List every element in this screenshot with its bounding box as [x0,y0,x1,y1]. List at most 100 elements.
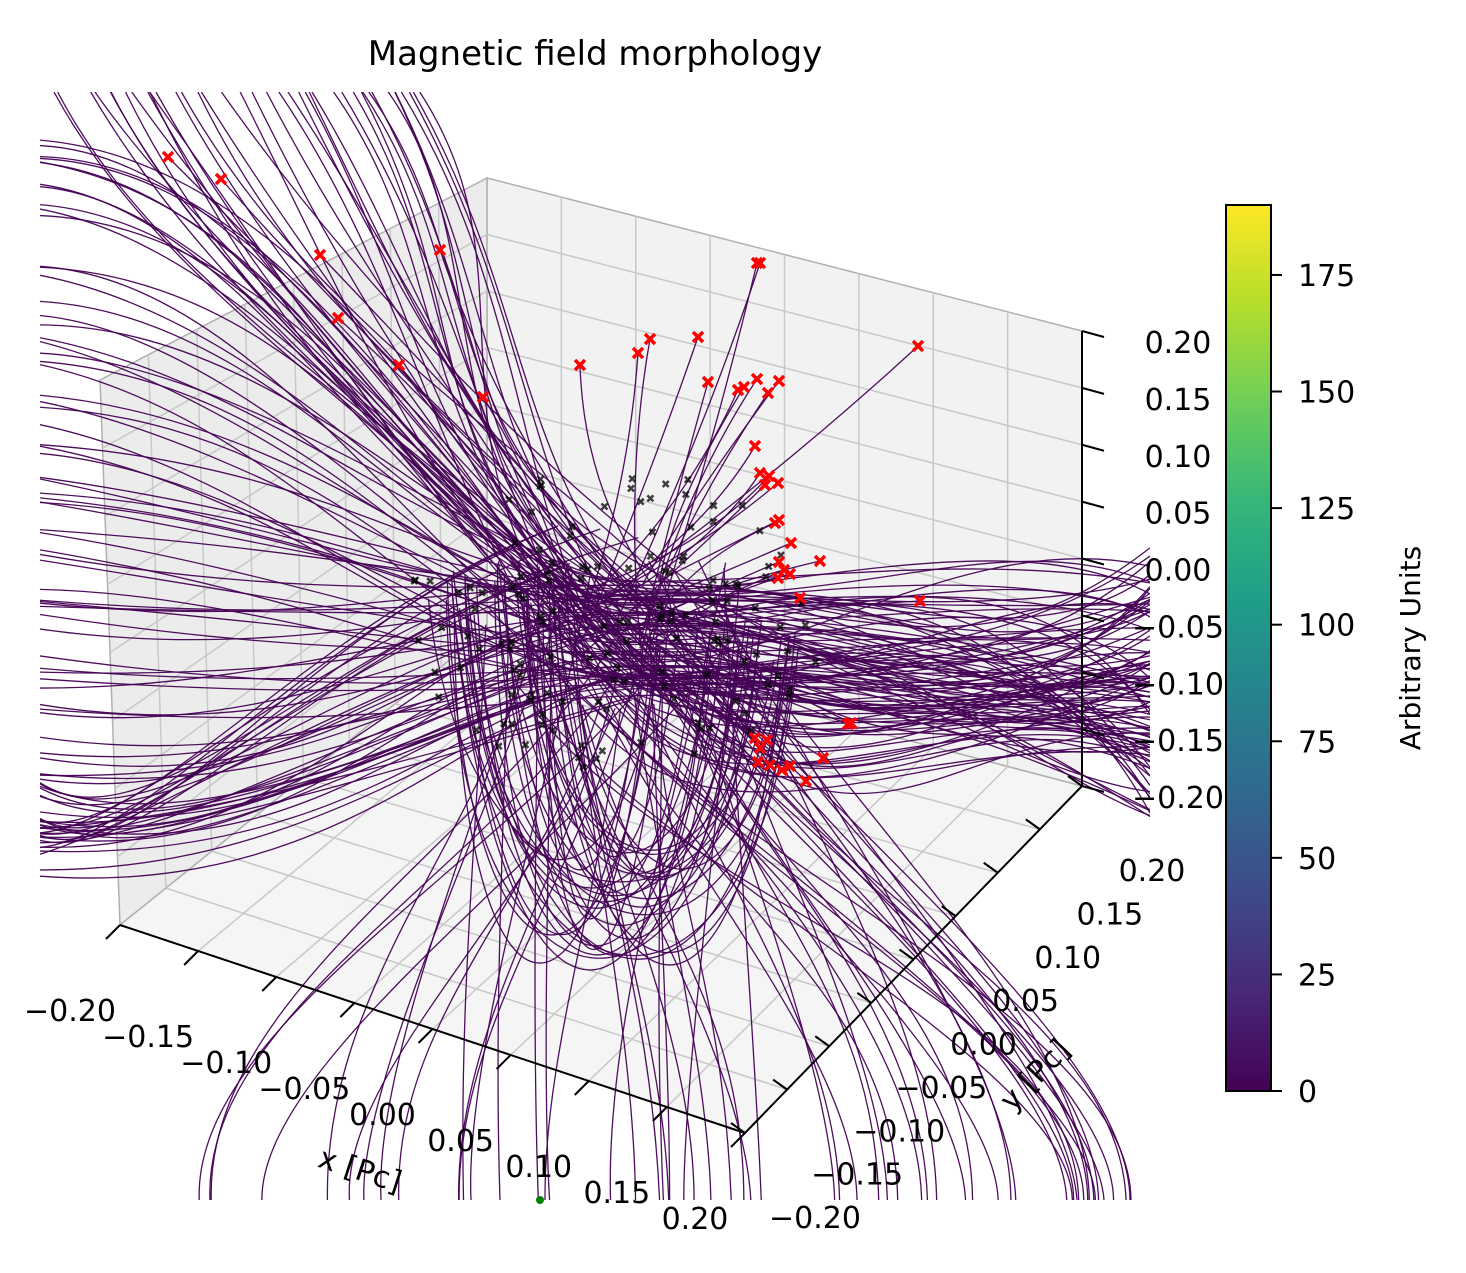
field-line [593,389,739,594]
y-tick-label: 0.10 [1034,941,1101,976]
floor-grid-line [666,765,1009,1108]
seed-marker [681,611,690,619]
endpoint-marker [813,554,827,568]
endpoint-marker [751,755,765,769]
x-tick-label: 0.10 [505,1150,572,1185]
seed-marker [546,652,555,661]
y-tick [898,948,915,961]
endpoint-marker [761,386,775,400]
field-line [40,452,1150,677]
field-line [684,694,880,1200]
field-line [348,708,616,1200]
field-line [609,562,727,1200]
seed-marker [499,719,508,728]
field-line [582,352,639,620]
field-line [653,703,732,1200]
endpoint-marker [783,759,797,773]
field-line [40,587,1150,777]
field-line [40,622,1150,828]
endpoint-marker [753,256,767,270]
seed-marker [669,695,678,703]
seed-marker [740,657,749,666]
colorbar: 0 25 50 75 100 125 150 175 Arbitrary Units [1225,204,1427,1110]
seed-marker [516,572,525,581]
field-line [40,570,550,835]
seed-marker [466,584,475,592]
seed-marker [721,579,730,588]
colorbar-tick-label: 50 [1298,842,1336,877]
seed-marker [709,501,718,510]
seed-marker [566,531,575,540]
endpoint-marker [763,758,777,772]
endpoint-marker [392,358,406,372]
field-line [40,608,1150,674]
field-line [40,352,1150,595]
field-line [476,586,712,956]
seed-marker [627,484,635,493]
seed-marker [687,523,695,532]
green-marker [536,1196,544,1204]
x-tick-label: −0.05 [258,1072,350,1107]
field-line [553,578,1115,1200]
seed-marker [511,538,519,547]
x-tick-label: 0.05 [427,1124,494,1159]
endpoint-marker [799,774,813,788]
seed-marker [762,572,770,581]
seed-marker [426,577,434,585]
seed-marker [434,693,443,701]
endpoint-marker [844,716,858,730]
endpoint-marker [783,567,797,581]
field-line [458,672,637,1200]
colorbar-label: Arbitrary Units [1394,546,1427,750]
seed-marker [527,690,536,699]
z-tick [1081,330,1105,338]
y-tick-labels: −0.20 −0.15 −0.10 −0.05 0.00 0.05 0.10 0.15 0.20 [730,775,1185,1236]
endpoint-marker [748,439,762,453]
seed-marker [430,668,439,677]
field-line [40,623,551,806]
field-line [527,587,999,1200]
y-tick-label: −0.10 [853,1114,945,1149]
field-line [451,578,799,957]
seed-marker [478,588,486,597]
field-line [641,590,1131,1200]
seed-marker [543,689,552,697]
field-line [464,574,738,903]
field-line [557,606,762,881]
z-tick-label: 0.20 [1145,326,1212,361]
endpoint-marker [643,332,657,346]
field-line [419,92,1150,779]
seed-marker [527,507,536,516]
seed-marker [723,597,731,605]
seed-marker [519,594,528,603]
field-line [337,317,621,635]
seed-marker [732,697,741,705]
endpoint-marker [758,478,772,492]
field-line [412,92,1150,736]
seed-marker [506,644,515,653]
y-tick-label: −0.20 [769,1201,861,1236]
seed-marker [494,742,503,751]
seed-marker [672,634,681,643]
seed-marker [549,607,558,615]
seed-marker [454,588,462,597]
field-line [462,624,487,1200]
x-tick [417,1028,434,1044]
field-line [698,561,1017,1200]
seed-marker [592,754,601,763]
seed-marker [697,724,706,733]
seed-marker [636,497,645,506]
field-line [147,92,1150,725]
endpoint-marker [771,571,785,585]
seed-marker [732,580,740,588]
field-line [636,560,821,629]
field-line [720,650,1100,1200]
x-tick-label: 0.15 [583,1176,650,1211]
seed-marker [471,605,479,613]
seed-marker [705,724,714,732]
y-tick [1025,818,1041,831]
seed-marker [774,671,783,680]
field-line [534,566,540,1200]
seed-marker [536,482,544,491]
